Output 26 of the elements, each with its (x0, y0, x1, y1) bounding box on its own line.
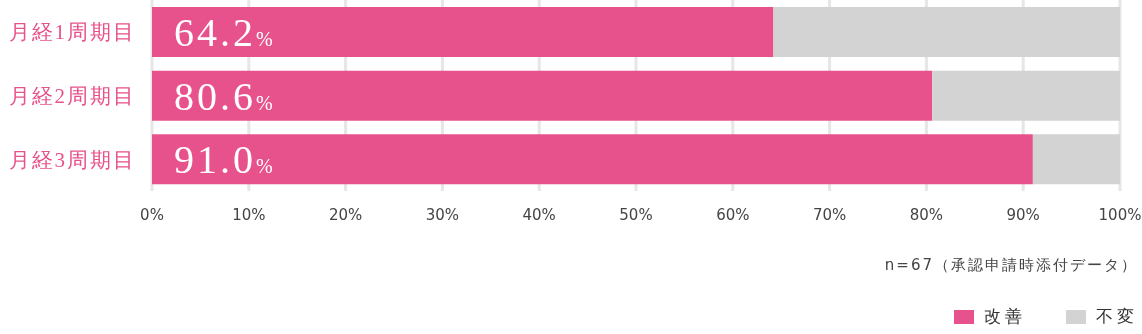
y-tick-label: 月経3周期目 (8, 147, 136, 172)
x-tick-label: 90% (1006, 205, 1040, 224)
bar (152, 70, 933, 121)
data-label: 91.0% (174, 137, 276, 183)
x-tick-label: 40% (522, 205, 556, 224)
bar (1032, 134, 1120, 185)
x-tick-label: 100% (1098, 205, 1142, 224)
text: n=67（承認申請時添付データ） (884, 256, 1138, 275)
x-tick-label: 50% (619, 205, 653, 224)
bar (773, 7, 1120, 57)
y-tick-label: 月経2周期目 (8, 83, 136, 108)
legend-label: 改善 (984, 305, 1026, 328)
legend-label: 不変 (1096, 305, 1138, 328)
x-tick-label: 30% (425, 205, 460, 224)
x-tick-label: 60% (716, 205, 750, 224)
bar (152, 7, 774, 57)
bar (152, 134, 1033, 185)
x-tick-label: 80% (909, 205, 944, 224)
y-tick-label: 月経1周期目 (8, 20, 136, 45)
x-tick-label: 10% (232, 205, 266, 224)
bar (932, 70, 1120, 121)
x-tick-label: 0% (140, 205, 164, 224)
data-label: 80.6% (174, 73, 276, 119)
x-tick-label: 20% (328, 205, 363, 224)
data-label: 64.2% (174, 10, 276, 55)
x-tick-label: 70% (812, 205, 847, 224)
